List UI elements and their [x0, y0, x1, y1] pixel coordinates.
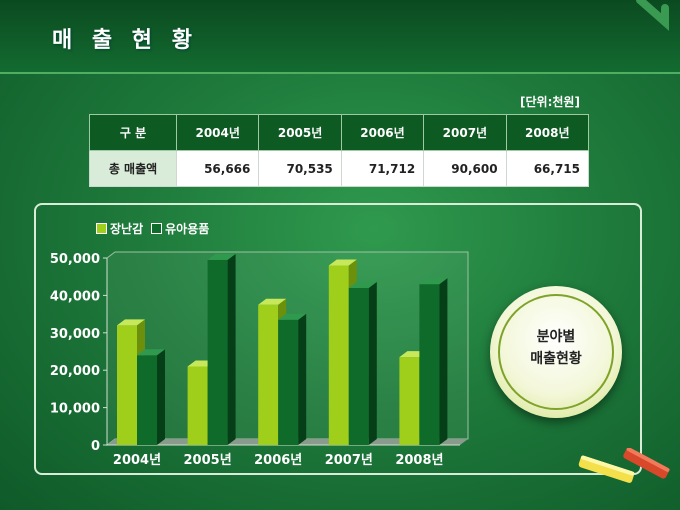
chart-legend: 장난감 유아용품	[96, 220, 209, 237]
bar-top	[258, 298, 287, 305]
y-tick-label: 20,000	[50, 364, 100, 379]
y-tick-label: 50,000	[50, 252, 100, 267]
legend-item: 장난감	[96, 220, 143, 237]
chalk-icon	[578, 448, 670, 483]
bar-top	[137, 349, 165, 356]
bar	[117, 325, 137, 445]
bar	[258, 304, 279, 445]
bar-top	[348, 281, 377, 288]
y-tick-label: 30,000	[50, 327, 100, 342]
bar-top	[278, 313, 307, 320]
table-header-cell: 구 분	[89, 114, 177, 151]
table-row: 총 매출액 56,666 70,535 71,712 90,600 66,715	[89, 150, 590, 187]
table-cell: 70,535	[258, 150, 342, 187]
table-header-cell: 2008년	[505, 114, 590, 151]
legend-label: 장난감	[110, 222, 144, 236]
badge-text: 분야별 매출현황	[490, 326, 622, 370]
bar	[328, 265, 349, 445]
bar	[207, 259, 228, 445]
y-tick-label: 0	[91, 439, 100, 454]
legend-item: 유아용품	[151, 220, 209, 237]
unit-label: [단위:천원]	[520, 95, 580, 109]
table-header-cell: 2004년	[175, 114, 260, 151]
x-tick-label: 2007년	[325, 453, 373, 468]
badge-line: 매출현황	[530, 351, 582, 367]
bar	[419, 284, 440, 445]
category-badge: 분야별 매출현황	[490, 286, 622, 418]
table-row-label: 총 매출액	[89, 150, 177, 187]
bar-top	[207, 253, 236, 260]
x-tick-label: 2008년	[395, 453, 443, 468]
bar	[399, 357, 420, 445]
legend-swatch-icon	[151, 223, 163, 234]
legend-label: 유아용품	[165, 222, 210, 236]
x-tick-label: 2005년	[184, 453, 232, 468]
bar	[187, 366, 208, 445]
bar-side	[298, 313, 307, 445]
bar-side	[368, 281, 377, 445]
bar	[348, 287, 369, 445]
y-tick-label: 10,000	[50, 402, 100, 417]
bar-top	[419, 278, 448, 285]
badge-line: 분야별	[536, 329, 576, 345]
bar-side	[227, 253, 236, 445]
x-tick-label: 2004년	[113, 453, 161, 468]
header-band	[0, 0, 680, 72]
table-cell: 90,600	[423, 150, 507, 187]
bar	[278, 319, 299, 445]
legend-swatch-icon	[96, 223, 107, 234]
table-cell: 56,666	[175, 150, 260, 187]
bar-top	[117, 319, 145, 326]
arrow-decoration-icon	[636, 0, 669, 31]
table-cell: 71,712	[340, 150, 425, 187]
bar-side	[157, 349, 165, 445]
x-tick-label: 2006년	[254, 453, 302, 468]
table-cell: 66,715	[505, 150, 590, 187]
table-header-cell: 2005년	[258, 114, 342, 151]
bar-chart: 0 10,000 20,000 30,000 40,000 50,000 2004년 2005…	[50, 251, 469, 468]
table-header-cell: 2006년	[340, 114, 425, 151]
bar-side	[439, 278, 448, 445]
bar	[137, 355, 157, 445]
y-tick-label: 40,000	[50, 289, 100, 304]
bar-top	[328, 259, 357, 266]
chart-panel	[34, 203, 642, 475]
page-title: 매 출 현 황	[52, 28, 198, 53]
badge-ring	[498, 294, 614, 410]
sales-table: 구 분 2004년 2005년 2006년 2007년 2008년 총 매출액 …	[89, 114, 590, 187]
table-header-row: 구 분 2004년 2005년 2006년 2007년 2008년	[89, 114, 590, 151]
header-divider	[0, 72, 680, 74]
table-header-cell: 2007년	[423, 114, 507, 151]
